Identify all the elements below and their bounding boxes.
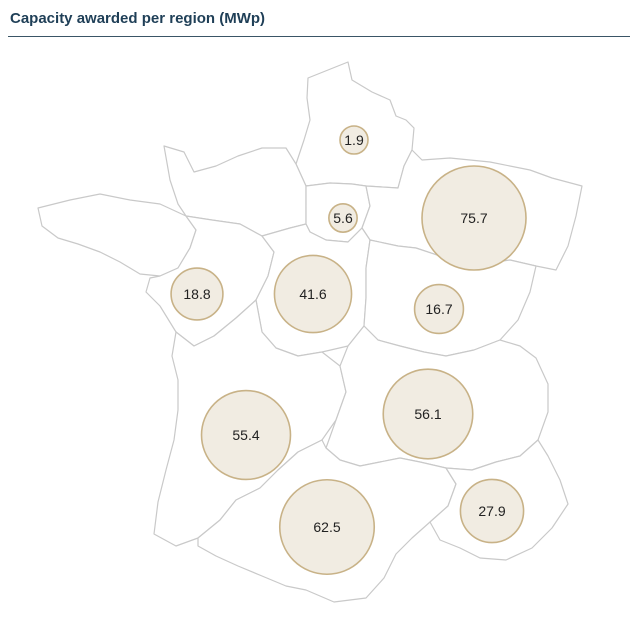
capacity-value-label: 27.9 — [478, 503, 505, 519]
capacity-bubble — [278, 478, 376, 576]
capacity-value-label: 55.4 — [232, 427, 259, 443]
region-hauts-de-france — [295, 61, 415, 189]
capacity-value-label: 16.7 — [425, 301, 452, 317]
capacity-value-label: 18.8 — [183, 286, 210, 302]
capacity-bubble — [200, 389, 292, 481]
capacity-bubble — [459, 478, 525, 544]
region-bretagne — [37, 193, 197, 277]
capacity-bubble — [421, 165, 527, 271]
capacity-value-label: 62.5 — [313, 519, 340, 535]
capacity-bubble — [413, 283, 465, 335]
bubble-layer: 1.9 5.6 75.7 18.8 41.6 16.7 55.4 56.1 62.5 27.9 — [170, 125, 527, 576]
capacity-bubble — [339, 125, 369, 155]
capacity-value-label: 56.1 — [414, 406, 441, 422]
capacity-value-label: 41.6 — [299, 286, 326, 302]
capacity-bubble — [273, 254, 353, 334]
title-divider — [8, 36, 630, 37]
capacity-value-label: 5.6 — [333, 210, 353, 226]
capacity-value-label: 75.7 — [460, 210, 487, 226]
capacity-bubble — [170, 267, 224, 321]
capacity-bubble — [328, 203, 358, 233]
chart-title: Capacity awarded per region (MWp) — [10, 10, 266, 27]
capacity-bubble — [382, 368, 474, 460]
capacity-value-label: 1.9 — [344, 132, 364, 148]
